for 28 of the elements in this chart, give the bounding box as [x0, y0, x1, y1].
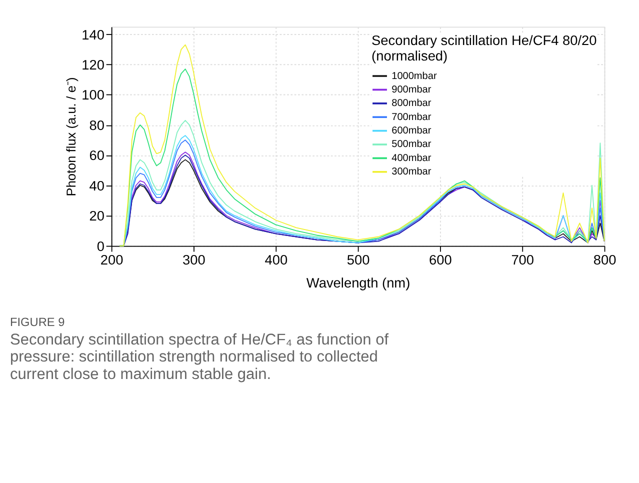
- legend-label: 800mbar: [392, 98, 432, 110]
- y-tick-label: 120: [82, 58, 105, 73]
- y-tick-label: 80: [89, 118, 105, 133]
- x-tick-label: 800: [593, 252, 617, 268]
- y-tick-label: 140: [82, 27, 105, 42]
- text: Secondary scintillation spectra of He/CF₄ as function of pressure: scintillation strength normalised to collected current close to maximum stable gain.: [10, 331, 390, 384]
- y-tick-label: 20: [89, 208, 105, 224]
- legend-label: 1000mbar: [392, 70, 438, 82]
- legend-label: 300mbar: [392, 166, 432, 178]
- x-tick-label: 600: [429, 252, 452, 268]
- y-axis-title: Photon flux (a.u. / e⁻): [63, 77, 78, 196]
- x-axis-title: Wavelength (nm): [306, 275, 410, 290]
- x-tick-label: 200: [100, 252, 124, 268]
- legend-label: 500mbar: [392, 139, 432, 150]
- y-tick-label: 0: [96, 238, 105, 254]
- legend-label: 900mbar: [392, 84, 432, 96]
- caption: FIGURE 9: [10, 315, 66, 330]
- x-tick-label: 300: [182, 252, 206, 268]
- legend-title: Secondary scintillation He/CF4 80/20 (normalised): [372, 32, 598, 64]
- y-tick-label: 60: [89, 148, 105, 164]
- x-tick-label: 400: [264, 252, 288, 268]
- legend-label: 700mbar: [392, 112, 432, 123]
- x-tick-label: 500: [346, 252, 370, 268]
- y-tick-label: 100: [82, 88, 105, 103]
- x-tick-label: 700: [511, 252, 534, 268]
- y-tick-label: 40: [89, 178, 105, 194]
- legend-label: 400mbar: [392, 152, 432, 164]
- legend-label: 600mbar: [392, 126, 432, 137]
